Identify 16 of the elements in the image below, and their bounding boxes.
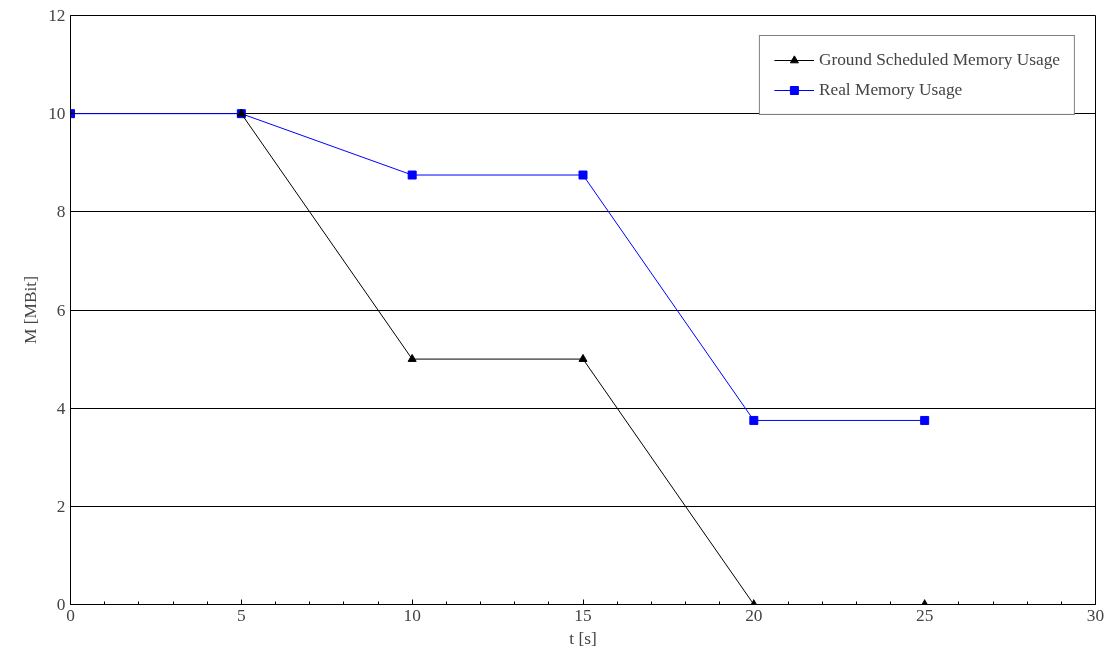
x-axis-title: t [s] [569, 628, 597, 648]
legend-label: Real Memory Usage [818, 80, 963, 100]
x-tick-label: 15 [574, 605, 592, 625]
legend-label: Ground Scheduled Memory Usage [818, 50, 1060, 70]
y-tick-label: 10 [48, 104, 66, 124]
x-tick-label: 25 [916, 605, 934, 625]
x-tick-label: 30 [1086, 605, 1105, 625]
y-axis-title: M [MBit] [21, 276, 41, 344]
y-tick-label: 6 [56, 300, 66, 320]
y-tick-label: 2 [56, 496, 66, 516]
x-tick-label: 5 [237, 605, 246, 625]
y-tick-label: 12 [48, 6, 66, 25]
x-tick-label: 10 [403, 605, 421, 625]
x-tick-label: 20 [745, 605, 763, 625]
y-tick-label: 4 [56, 398, 66, 418]
y-tick-label: 8 [56, 202, 66, 222]
